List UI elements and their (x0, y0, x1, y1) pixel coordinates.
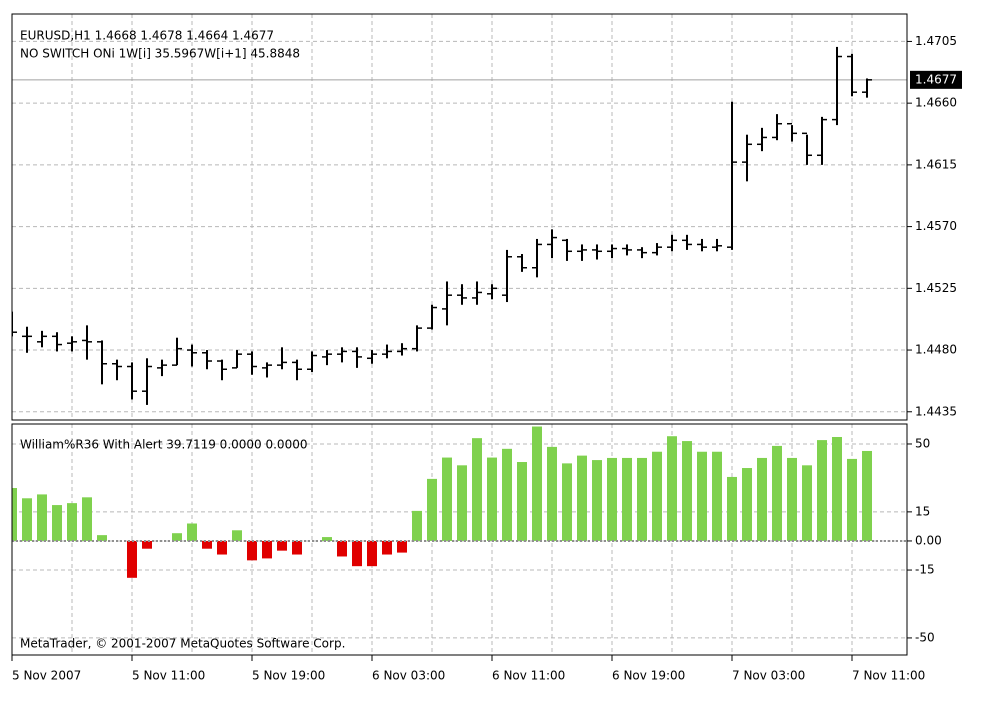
bar (22, 498, 32, 541)
bar (832, 436, 842, 541)
bar (292, 540, 302, 555)
bar (202, 540, 212, 549)
bar (817, 440, 827, 541)
x-tick-label: 6 Nov 11:00 (492, 669, 565, 683)
bar (52, 505, 62, 541)
bar (97, 535, 107, 541)
bar (262, 540, 272, 559)
bar (607, 457, 617, 541)
x-tick-label: 7 Nov 11:00 (852, 669, 925, 683)
price-panel-frame (11, 13, 908, 421)
x-tick-label: 5 Nov 19:00 (252, 669, 325, 683)
bar (442, 457, 452, 541)
bar (382, 540, 392, 555)
y-tick-label: 1.4615 (915, 157, 957, 171)
bar (367, 540, 377, 567)
bar (127, 540, 137, 578)
bar (517, 462, 527, 541)
bar (862, 450, 872, 541)
y-tick-label: 50 (915, 436, 930, 450)
x-tick-label: 5 Nov 11:00 (132, 669, 205, 683)
x-tick-label: 6 Nov 19:00 (612, 669, 685, 683)
bar (412, 510, 422, 541)
bar (352, 540, 362, 567)
y-tick-label: 15 (915, 504, 930, 518)
bar (67, 503, 77, 541)
indicator-title: William%R36 With Alert 39.7119 0.0000 0.… (20, 438, 307, 452)
price-plot (12, 14, 907, 420)
y-tick-label: 0.00 (915, 533, 942, 547)
bar (187, 523, 197, 541)
chart-subtitle: NO SWITCH ONi 1W[i] 35.5967W[i+1] 45.884… (20, 47, 300, 61)
bar (277, 540, 287, 551)
bar (532, 426, 542, 541)
x-tick-label: 7 Nov 03:00 (732, 669, 805, 683)
bar (472, 438, 482, 541)
y-tick-label: 1.4570 (915, 219, 957, 233)
y-tick-label: -15 (915, 563, 935, 577)
y-tick-label: 1.4435 (915, 404, 957, 418)
bar (247, 540, 257, 561)
bar (322, 537, 332, 541)
bar (142, 540, 152, 549)
bar (172, 533, 182, 541)
y-tick-label: -50 (915, 630, 935, 644)
chart-title: EURUSD,H1 1.4668 1.4678 1.4664 1.4677 (20, 29, 274, 43)
bar (637, 457, 647, 541)
bar (697, 451, 707, 541)
bar (487, 457, 497, 541)
bar (667, 436, 677, 541)
bar (397, 540, 407, 553)
bar (562, 463, 572, 541)
bar (12, 488, 17, 541)
current-price-box (910, 70, 962, 89)
bar (712, 451, 722, 541)
y-tick-label: 1.4660 (915, 96, 957, 110)
bar (847, 458, 857, 541)
bar (502, 448, 512, 541)
bar (337, 540, 347, 557)
y-tick-label: 1.4525 (915, 281, 957, 295)
indicator-plot (12, 424, 907, 655)
y-tick-label: 1.4480 (915, 343, 957, 357)
copyright: MetaTrader, © 2001-2007 MetaQuotes Softw… (20, 637, 345, 651)
x-tick-label: 6 Nov 03:00 (372, 669, 445, 683)
bar (802, 465, 812, 541)
bar (37, 494, 47, 541)
bar (652, 451, 662, 541)
bar (547, 446, 557, 541)
bar (577, 455, 587, 541)
bar (232, 530, 242, 541)
bar (787, 457, 797, 541)
bar (682, 441, 692, 541)
bar (622, 457, 632, 541)
bar (427, 478, 437, 541)
bar (217, 540, 227, 555)
bar (757, 457, 767, 541)
bar (772, 445, 782, 541)
bar (742, 468, 752, 541)
indicator-panel-frame (11, 423, 908, 656)
bar (592, 460, 602, 541)
x-tick-label: 5 Nov 2007 (12, 669, 81, 683)
bar (457, 465, 467, 541)
bar (727, 476, 737, 541)
axes: 5 Nov 2007 5 Nov 11:00 5 Nov 19:00 6 Nov 03… (11, 34, 962, 683)
bar (82, 497, 92, 541)
y-tick-label: 1.4705 (915, 34, 957, 48)
current-price-label: 1.4677 (915, 72, 957, 86)
